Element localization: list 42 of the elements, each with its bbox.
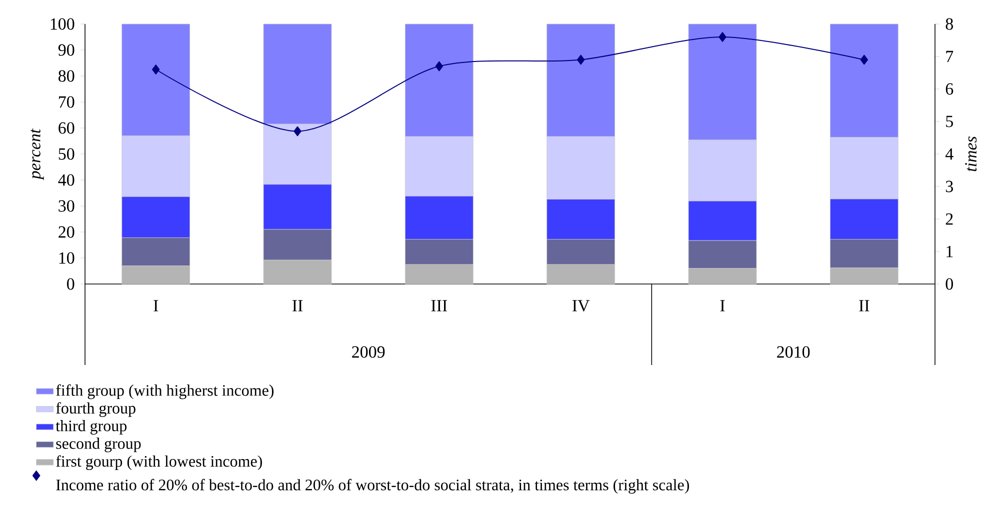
y2-tick-label: 3 [946,180,953,192]
y-tick-label: 30 [58,200,74,212]
point [294,126,302,136]
legend-label: fifth group (with higherst income) [56,384,274,400]
y2-tick-label: 5 [946,116,953,128]
legend-label: Income ratio of 20% of best-to-do and 20% of worst-to-do social strata, in times terms (right scale) [56,478,689,494]
y-tick-label: 20 [58,226,74,238]
legend-label: fourth group [56,402,136,417]
legend-label: second group [56,438,141,452]
legend-label: first gourp (with lowest income) [56,455,262,470]
y-tick-label: 0 [67,278,74,290]
y2-axis-title: times [965,136,977,172]
x-tick-label: II [292,300,303,312]
y-tick-label: 80 [58,70,74,82]
y2-tick-label: 4 [945,148,954,160]
y2-tick-label: 0 [946,278,953,290]
y-tick-label: 100 [50,18,74,30]
legend-label: third group [56,420,127,435]
x-tick-label: I [154,300,158,312]
point [152,64,160,74]
y2-tick-label: 8 [946,18,953,30]
y-tick-label: 50 [58,148,74,160]
y-axis-title: percent [30,128,44,180]
y2-tick-label: 1 [946,246,953,258]
y-tick-label: 90 [58,44,74,56]
point [718,32,726,42]
y-tick-label: 70 [58,96,74,108]
point [576,54,585,65]
x-tick-label: IV [572,300,590,312]
x-tick-label: II [859,300,870,312]
y2-tick-label: 6 [946,83,954,95]
y2-tick-label: 7 [946,50,954,62]
y-tick-label: 10 [59,252,74,264]
y-tick-label: 60 [58,122,74,134]
text: 2009 [352,346,385,358]
x-tick-label: III [431,300,448,312]
y2-tick-label: 2 [946,213,953,225]
y-tick-label: 40 [58,174,74,186]
x-tick-label: I [720,300,725,312]
point [860,54,868,65]
text: 2010 [777,346,810,358]
point [435,61,444,72]
